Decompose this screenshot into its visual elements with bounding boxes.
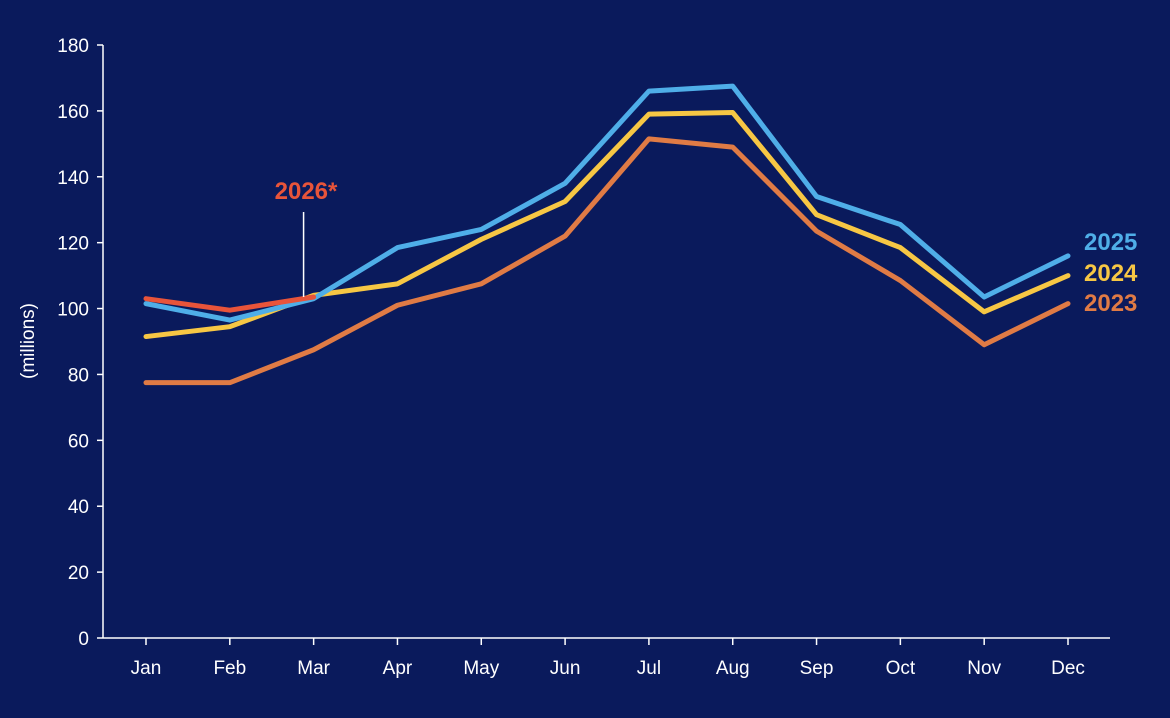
y-tick-label: 60	[68, 431, 89, 452]
y-tick-label: 140	[57, 168, 89, 189]
x-tick-label: Jan	[131, 658, 162, 679]
x-tick-label: Aug	[716, 658, 750, 679]
series-label-2025: 2025	[1084, 229, 1137, 256]
y-tick-label: 100	[57, 300, 89, 321]
annotation-2026-label: 2026*	[275, 178, 338, 205]
x-tick-label: Mar	[297, 658, 330, 679]
series-line-2026	[143, 294, 317, 313]
series-line-2023	[143, 136, 1071, 386]
y-tick-label: 0	[78, 629, 89, 650]
x-tick-label: Dec	[1051, 658, 1085, 679]
x-tick-label: May	[463, 658, 499, 679]
series-labels: 2023 2024 2025 2026*	[275, 178, 1138, 317]
x-tick-label: Feb	[213, 658, 246, 679]
y-tick-label: 80	[68, 365, 89, 386]
series-lines	[143, 83, 1071, 386]
y-tick-label: 160	[57, 102, 89, 123]
y-tick-label: 180	[57, 36, 89, 57]
series-label-2023: 2023	[1084, 290, 1137, 317]
x-tick-label: Oct	[886, 658, 916, 679]
x-tick-label: Apr	[383, 658, 413, 679]
y-axis-label: (millions)	[18, 303, 39, 379]
y-tick-label: 120	[57, 234, 89, 255]
series-line-2025	[143, 83, 1071, 323]
tick-labels: 0 20 40 60 80 100 120 140 160 180 Jan Feb Mar Apr May J…	[57, 36, 1085, 679]
y-tick-label: 40	[68, 497, 89, 518]
x-tick-label: Sep	[800, 658, 834, 679]
y-tick-label: 20	[68, 563, 89, 584]
series-label-2024: 2024	[1084, 260, 1138, 287]
axes	[97, 44, 1110, 645]
x-tick-label: Jun	[550, 658, 581, 679]
x-tick-label: Nov	[967, 658, 1001, 679]
x-tick-label: Jul	[637, 658, 661, 679]
